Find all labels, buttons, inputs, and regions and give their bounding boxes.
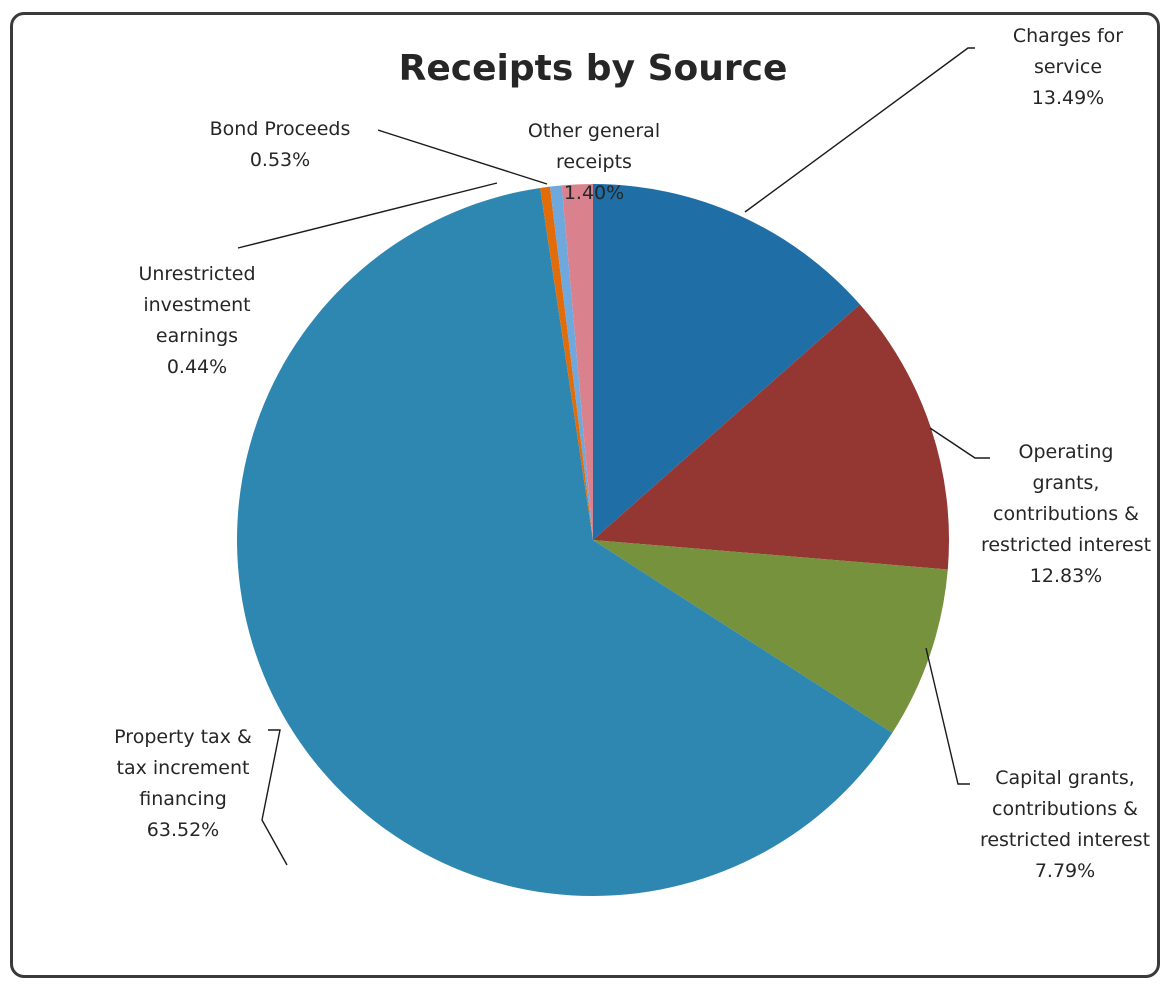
slice-category-label: contributions & [993,503,1139,525]
slice-label: Charges for service 13.49% [1013,25,1123,109]
slice-category-label: service [1034,56,1102,78]
slice-category-label: Property tax & [114,726,252,748]
slice-value-label: 0.44% [167,356,227,378]
pie-slice [593,304,950,570]
slice-label: Bond Proceeds 0.53% [210,118,351,171]
leader-line [744,47,975,213]
pie-slice [549,185,593,540]
chart-title: Receipts by Source [399,48,788,89]
slice-label: Capital grants, contributions & restricted… [980,767,1150,882]
leader-line [929,427,990,459]
slice-value-label: 63.52% [147,819,219,841]
slice-category-label: restricted interest [980,829,1150,851]
slice-category-label: tax increment [117,757,250,779]
leader-line [261,729,288,866]
slice-value-label: 1.40% [564,182,624,204]
slice-category-label: Charges for [1013,25,1123,47]
slice-value-label: 0.53% [250,149,310,171]
slice-category-label: contributions & [992,798,1138,820]
leader-line [377,129,548,185]
slice-category-label: Bond Proceeds [210,118,351,140]
slice-category-label: receipts [556,151,632,173]
slice-category-label: earnings [156,325,238,347]
slice-category-label: Unrestricted [138,263,255,285]
slice-category-label: grants, [1033,472,1100,494]
pie-slice [593,184,860,540]
slice-category-label: Other general [528,120,660,142]
slice-category-label: investment [143,294,250,316]
slice-category-label: restricted interest [981,534,1151,556]
slice-label: Other general receipts 1.40% [528,120,660,204]
leader-line [237,182,498,249]
slice-value-label: 7.79% [1035,860,1095,882]
pie-slice [540,186,593,541]
pie-slice [593,540,948,733]
slice-value-label: 13.49% [1032,87,1104,109]
pie-slice [561,184,593,540]
slice-category-label: financing [139,788,227,810]
pie-slice [237,187,893,896]
leader-line [925,647,970,785]
slice-value-label: 12.83% [1030,565,1102,587]
slice-category-label: Capital grants, [995,767,1135,789]
slice-label: Operating grants, contributions & restricte… [981,441,1151,587]
slice-category-label: Operating [1019,441,1114,463]
slice-label: Unrestricted investment earnings 0.44% [138,263,255,378]
slice-label: Property tax & tax increment financing 63.5… [114,726,252,841]
